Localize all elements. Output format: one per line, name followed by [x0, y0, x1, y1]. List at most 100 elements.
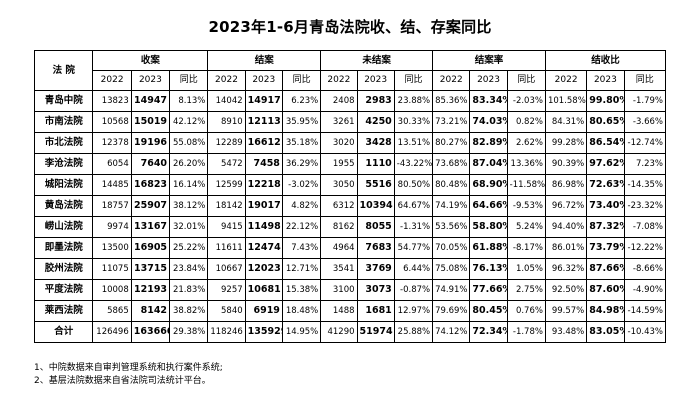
data-cell: 97.62% — [586, 153, 625, 175]
data-cell: 101.58% — [544, 90, 588, 112]
data-cell: 12.97% — [393, 300, 434, 322]
data-cell: 74.03% — [469, 111, 508, 133]
data-cell: 13.51% — [393, 132, 434, 154]
table-row: 市北法院 12378 19196 55.08% 12289 16612 35.18% 3020… — [33, 132, 667, 154]
data-cell: 4250 — [356, 111, 395, 133]
data-cell: 12193 — [130, 279, 171, 301]
data-cell: 72.34% — [469, 321, 508, 343]
year-header: 同比 — [393, 70, 434, 91]
year-header: 2023 — [469, 70, 508, 91]
data-cell: 92.50% — [544, 279, 588, 301]
table-row: 平度法院 10008 12193 21.83% 9257 10681 15.38% 3100 3… — [33, 279, 667, 301]
data-cell: 75.08% — [432, 258, 471, 280]
data-cell: 0.76% — [506, 300, 546, 322]
data-cell: 51974 — [356, 321, 395, 343]
data-cell: 19017 — [244, 195, 283, 217]
data-cell: -1.79% — [623, 90, 667, 112]
data-cell: 10667 — [207, 258, 246, 280]
footnote: 1、中院数据来自审判管理系统和执行案件系统; — [34, 363, 223, 373]
data-cell: 99.80% — [586, 90, 625, 112]
data-cell: 6054 — [92, 153, 132, 175]
data-cell: 83.05% — [586, 321, 625, 343]
data-cell: 72.63% — [586, 174, 625, 196]
data-cell: 12113 — [244, 111, 283, 133]
data-cell: -12.22% — [623, 237, 667, 259]
table-row: 莱西法院 5865 8142 38.82% 5840 6919 18.48% 1488 1681… — [33, 300, 667, 322]
data-cell: -4.90% — [623, 279, 667, 301]
data-cell: 0.82% — [506, 111, 546, 133]
data-cell: 126496 — [92, 321, 132, 343]
data-cell: 3073 — [356, 279, 395, 301]
data-cell: 7683 — [356, 237, 395, 259]
data-cell: 41290 — [320, 321, 358, 343]
table-row: 市南法院 10568 15019 42.12% 8910 12113 35.95% 3261 4… — [33, 111, 667, 133]
data-cell: 13715 — [130, 258, 171, 280]
data-cell: 8055 — [356, 216, 395, 238]
court-name: 合计 — [33, 321, 94, 343]
data-cell: 13500 — [92, 237, 132, 259]
data-cell: 23.84% — [169, 258, 209, 280]
data-cell: 7458 — [244, 153, 283, 175]
footnote: 2、基层法院数据来自省法院司法统计平台。 — [34, 376, 211, 386]
court-name: 胶州法院 — [33, 258, 94, 280]
data-cell: 3428 — [356, 132, 395, 154]
data-cell: 99.57% — [544, 300, 588, 322]
data-cell: 11075 — [92, 258, 132, 280]
data-cell: 135929 — [244, 321, 283, 343]
data-cell: 38.82% — [169, 300, 209, 322]
data-cell: 96.72% — [544, 195, 588, 217]
year-header: 2023 — [244, 70, 283, 91]
court-name: 平度法院 — [33, 279, 94, 301]
data-cell: -3.02% — [281, 174, 322, 196]
data-cell: 80.27% — [432, 132, 471, 154]
data-cell: 14947 — [130, 90, 171, 112]
data-cell: 3100 — [320, 279, 358, 301]
table-row: 胶州法院 11075 13715 23.84% 10667 12023 12.71% 3541… — [33, 258, 667, 280]
data-cell: 90.39% — [544, 153, 588, 175]
data-cell: 1681 — [356, 300, 395, 322]
data-cell: 4.82% — [281, 195, 322, 217]
data-cell: 5840 — [207, 300, 246, 322]
group-header: 收案 — [92, 50, 209, 71]
data-cell: 99.28% — [544, 132, 588, 154]
data-cell: 16612 — [244, 132, 283, 154]
data-cell: 14.95% — [281, 321, 322, 343]
year-header: 2022 — [92, 70, 132, 91]
data-cell: 9415 — [207, 216, 246, 238]
data-cell: 84.98% — [586, 300, 625, 322]
data-cell: 25.22% — [169, 237, 209, 259]
data-cell: 5865 — [92, 300, 132, 322]
data-cell: -8.17% — [506, 237, 546, 259]
data-cell: 6919 — [244, 300, 283, 322]
data-cell: 163666 — [130, 321, 171, 343]
data-cell: -14.35% — [623, 174, 667, 196]
data-cell: 18.48% — [281, 300, 322, 322]
data-cell: 14485 — [92, 174, 132, 196]
year-header: 同比 — [506, 70, 546, 91]
data-cell: 79.69% — [432, 300, 471, 322]
data-cell: 22.12% — [281, 216, 322, 238]
data-cell: 2.75% — [506, 279, 546, 301]
data-cell: 32.01% — [169, 216, 209, 238]
data-cell: 85.36% — [432, 90, 471, 112]
court-name: 青岛中院 — [33, 90, 94, 112]
court-name: 莱西法院 — [33, 300, 94, 322]
group-header: 未结案 — [320, 50, 434, 71]
year-header: 2022 — [432, 70, 471, 91]
data-cell: -3.66% — [623, 111, 667, 133]
data-cell: 77.66% — [469, 279, 508, 301]
data-cell: 25907 — [130, 195, 171, 217]
data-cell: 87.66% — [586, 258, 625, 280]
data-cell: 80.48% — [432, 174, 471, 196]
data-cell: 73.40% — [586, 195, 625, 217]
data-cell: 83.34% — [469, 90, 508, 112]
data-cell: 11498 — [244, 216, 283, 238]
data-cell: 12.71% — [281, 258, 322, 280]
data-cell: 10681 — [244, 279, 283, 301]
data-cell: 86.54% — [586, 132, 625, 154]
table-row: 即墨法院 13500 16905 25.22% 11611 12474 7.43% 4964 7… — [33, 237, 667, 259]
data-cell: 6.23% — [281, 90, 322, 112]
data-cell: 80.65% — [586, 111, 625, 133]
data-cell: 29.38% — [169, 321, 209, 343]
table-row: 城阳法院 14485 16823 16.14% 12599 12218 -3.02% 3050… — [33, 174, 667, 196]
